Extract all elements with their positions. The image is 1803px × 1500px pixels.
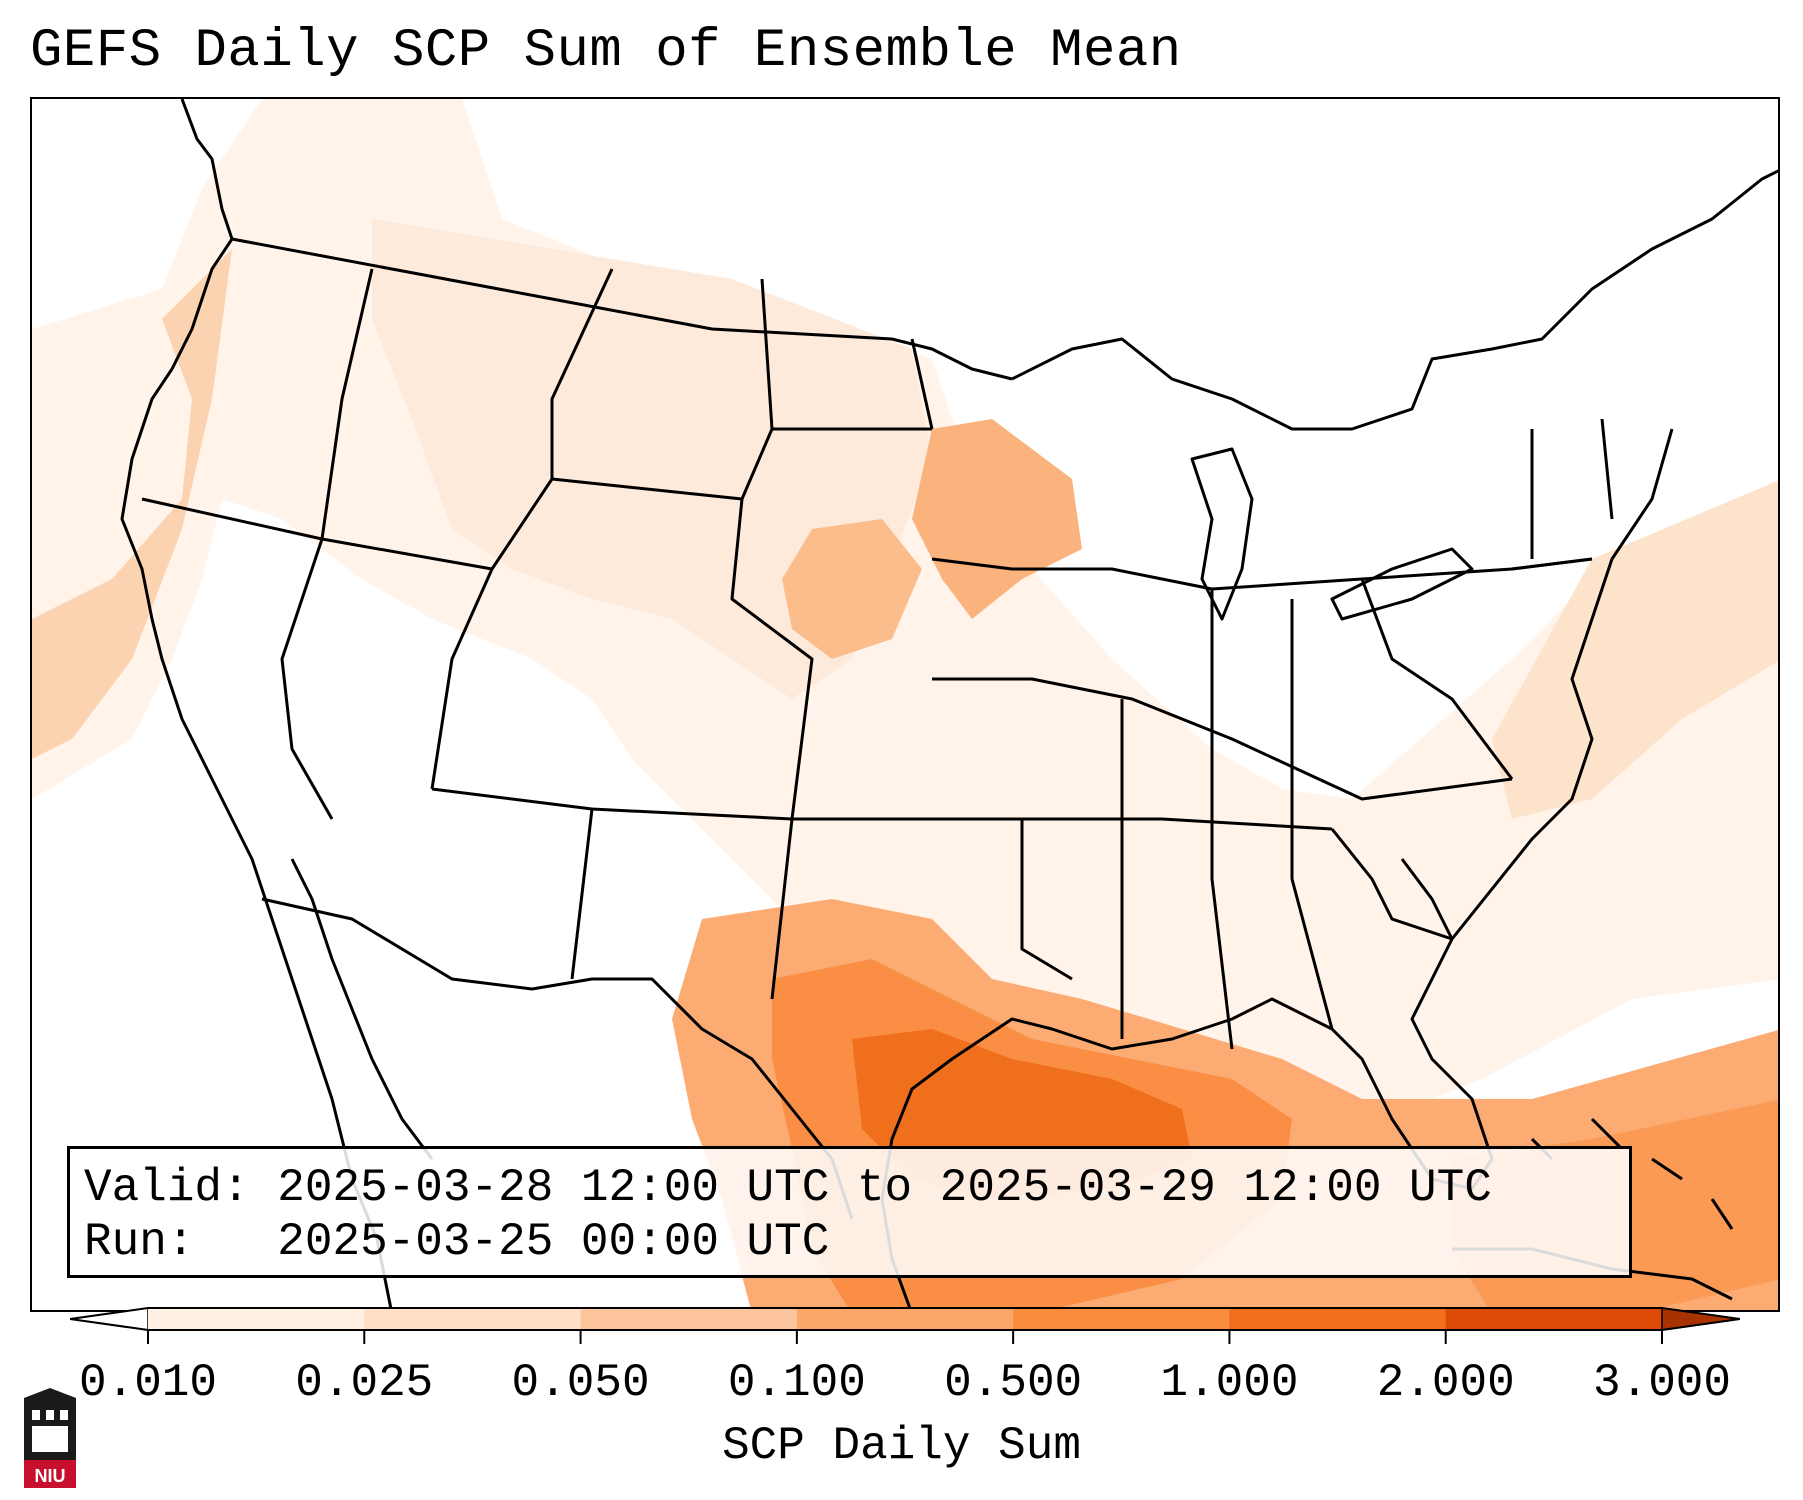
- valid-line: Valid: 2025-03-28 12:00 UTC to 2025-03-2…: [84, 1161, 1615, 1215]
- us-canada-border: [231, 237, 1013, 381]
- lake-michigan: [1190, 447, 1254, 621]
- state-line: [1330, 828, 1453, 941]
- state-line: [1210, 589, 1234, 1050]
- state-line: [490, 268, 614, 570]
- colorbar-segment: [148, 1308, 365, 1330]
- state-line: [280, 538, 334, 820]
- state-line: [551, 427, 932, 501]
- valid-run-box: Valid: 2025-03-28 12:00 UTC to 2025-03-2…: [67, 1146, 1632, 1278]
- state-line: [770, 818, 794, 1000]
- map-panel: [30, 97, 1780, 1312]
- colorbar-segment: [580, 1308, 798, 1330]
- map-title: GEFS Daily SCP Sum of Ensemble Mean: [30, 21, 1182, 82]
- colorbar-segment: [364, 1308, 582, 1330]
- state-line: [141, 268, 374, 541]
- colorbar: [70, 1307, 1740, 1344]
- colorbar-label: SCP Daily Sum: [722, 1420, 1081, 1472]
- great-lakes-north: [1011, 169, 1778, 431]
- colorbar-segment: [1013, 1308, 1230, 1330]
- niu-logo: NIU: [24, 1388, 76, 1488]
- colorbar-tick-label: 1.000: [1160, 1357, 1299, 1409]
- state-line: [1400, 858, 1454, 940]
- colorbar-tick-label: 0.025: [295, 1357, 434, 1409]
- colorbar-tick-label: 0.010: [78, 1357, 218, 1409]
- boundaries: [120, 99, 1778, 1310]
- state-line: [760, 278, 774, 430]
- shade-nebraska: [782, 519, 922, 659]
- colorbar-extend-high: [1661, 1307, 1740, 1331]
- us-mexico-border: [261, 897, 854, 1220]
- baja-coast: [290, 858, 434, 1160]
- colorbar-tick-label: 0.050: [511, 1357, 650, 1409]
- state-line: [321, 537, 494, 790]
- state-line: [1511, 557, 1593, 571]
- colorbar-tick-label: 0.100: [727, 1357, 866, 1409]
- run-line: Run: 2025-03-25 00:00 UTC: [84, 1215, 1615, 1269]
- shade-atlantic: [1492, 480, 1778, 819]
- run-value: 2025-03-25 00:00 UTC: [277, 1216, 830, 1268]
- logo-text: NIU: [35, 1466, 66, 1486]
- state-line: [932, 677, 1513, 801]
- state-line: [910, 338, 934, 430]
- state-line: [1020, 819, 1073, 981]
- colorbar-tick-label: 3.000: [1592, 1357, 1732, 1409]
- colorbar-tick-label: 2.000: [1376, 1357, 1515, 1409]
- map-canvas: [32, 99, 1778, 1310]
- colorbar-segment: [796, 1308, 1014, 1330]
- colorbar-segment: [1445, 1308, 1663, 1330]
- shade-oregon: [32, 249, 232, 759]
- valid-value: 2025-03-28 12:00 UTC to 2025-03-29 12:00…: [277, 1162, 1492, 1214]
- colorbar-segment: [1229, 1308, 1447, 1330]
- scp-shading: [32, 99, 1778, 1310]
- colorbar-tick-label: 0.500: [944, 1357, 1083, 1409]
- colorbar-extend-low: [70, 1307, 149, 1331]
- state-line: [1290, 599, 1334, 1030]
- state-line: [1360, 578, 1514, 780]
- lake-erie: [1330, 547, 1474, 621]
- valid-label: Valid:: [84, 1162, 250, 1214]
- state-line: [570, 808, 594, 980]
- state-line: [1600, 418, 1614, 520]
- run-label: Run:: [84, 1216, 195, 1268]
- state-line: [730, 498, 932, 821]
- state-line: [932, 817, 1333, 831]
